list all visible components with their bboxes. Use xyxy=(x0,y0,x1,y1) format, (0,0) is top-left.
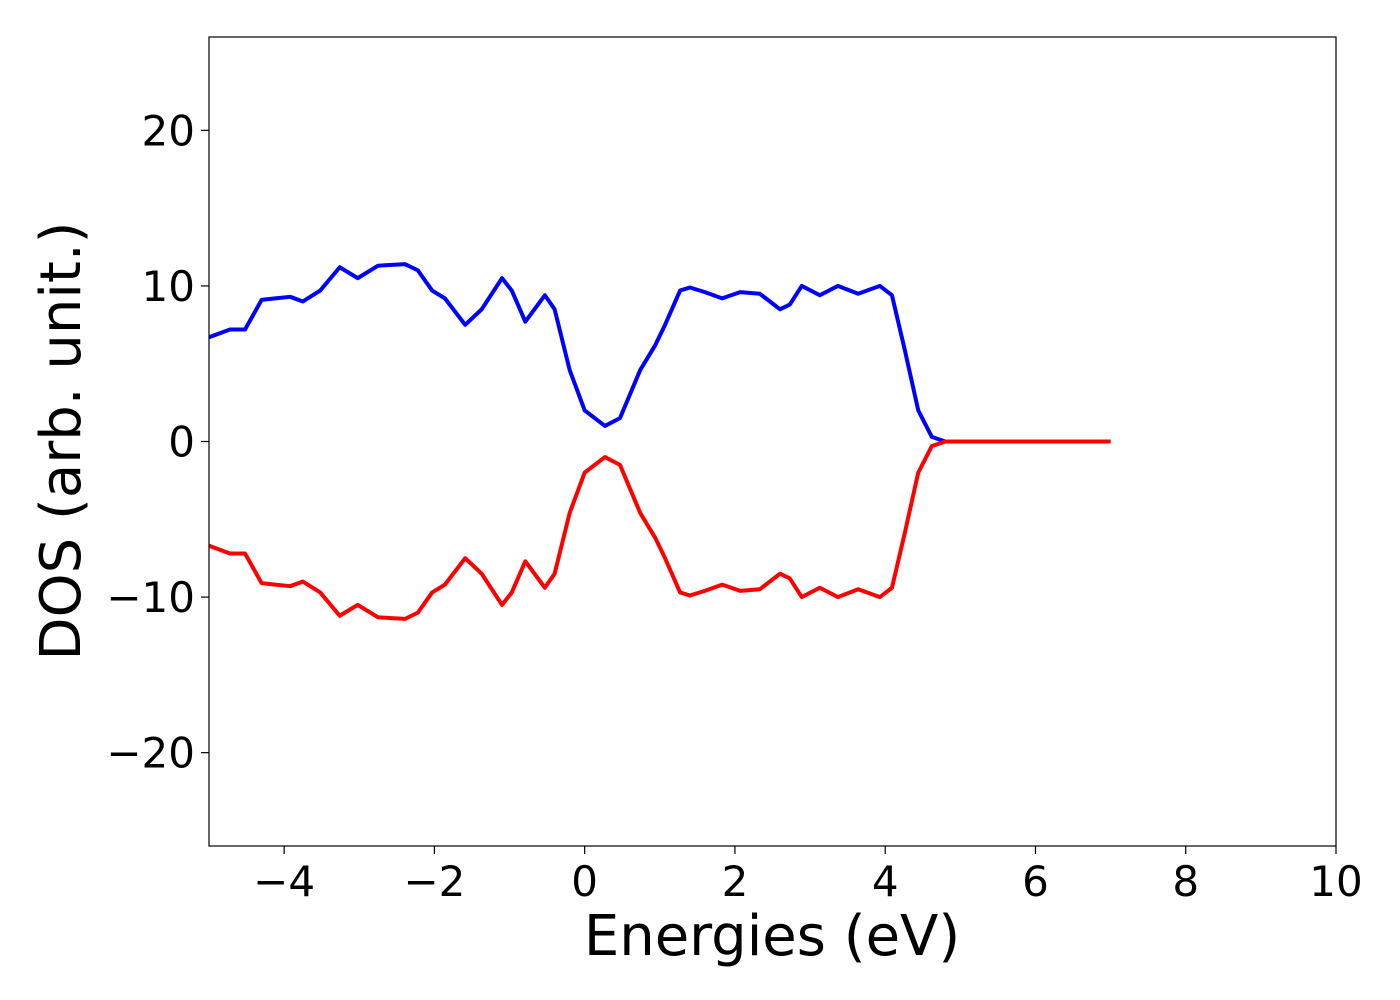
x-axis-label: Energies (eV) xyxy=(584,904,960,969)
x-tick-label: 8 xyxy=(1172,857,1199,906)
x-tick-label: −4 xyxy=(253,857,315,906)
y-tick-label: 0 xyxy=(168,418,195,467)
x-tick-label: 0 xyxy=(571,857,598,906)
x-tick-label: 4 xyxy=(872,857,899,906)
x-tick-label: 10 xyxy=(1309,857,1362,906)
x-tick-label: 6 xyxy=(1022,857,1049,906)
x-tick-label: −2 xyxy=(403,857,465,906)
series-line xyxy=(209,262,1111,444)
series-line xyxy=(209,439,1111,621)
y-tick-label: 10 xyxy=(142,262,195,311)
y-tick-label: −10 xyxy=(106,573,195,622)
y-axis-label: DOS (arb. unit.) xyxy=(29,221,94,660)
plot-frame xyxy=(208,36,1337,847)
y-tick-label: −20 xyxy=(106,729,195,778)
y-tick-label: 20 xyxy=(142,106,195,155)
plot-lines xyxy=(209,262,1111,621)
x-tick-label: 2 xyxy=(722,857,749,906)
